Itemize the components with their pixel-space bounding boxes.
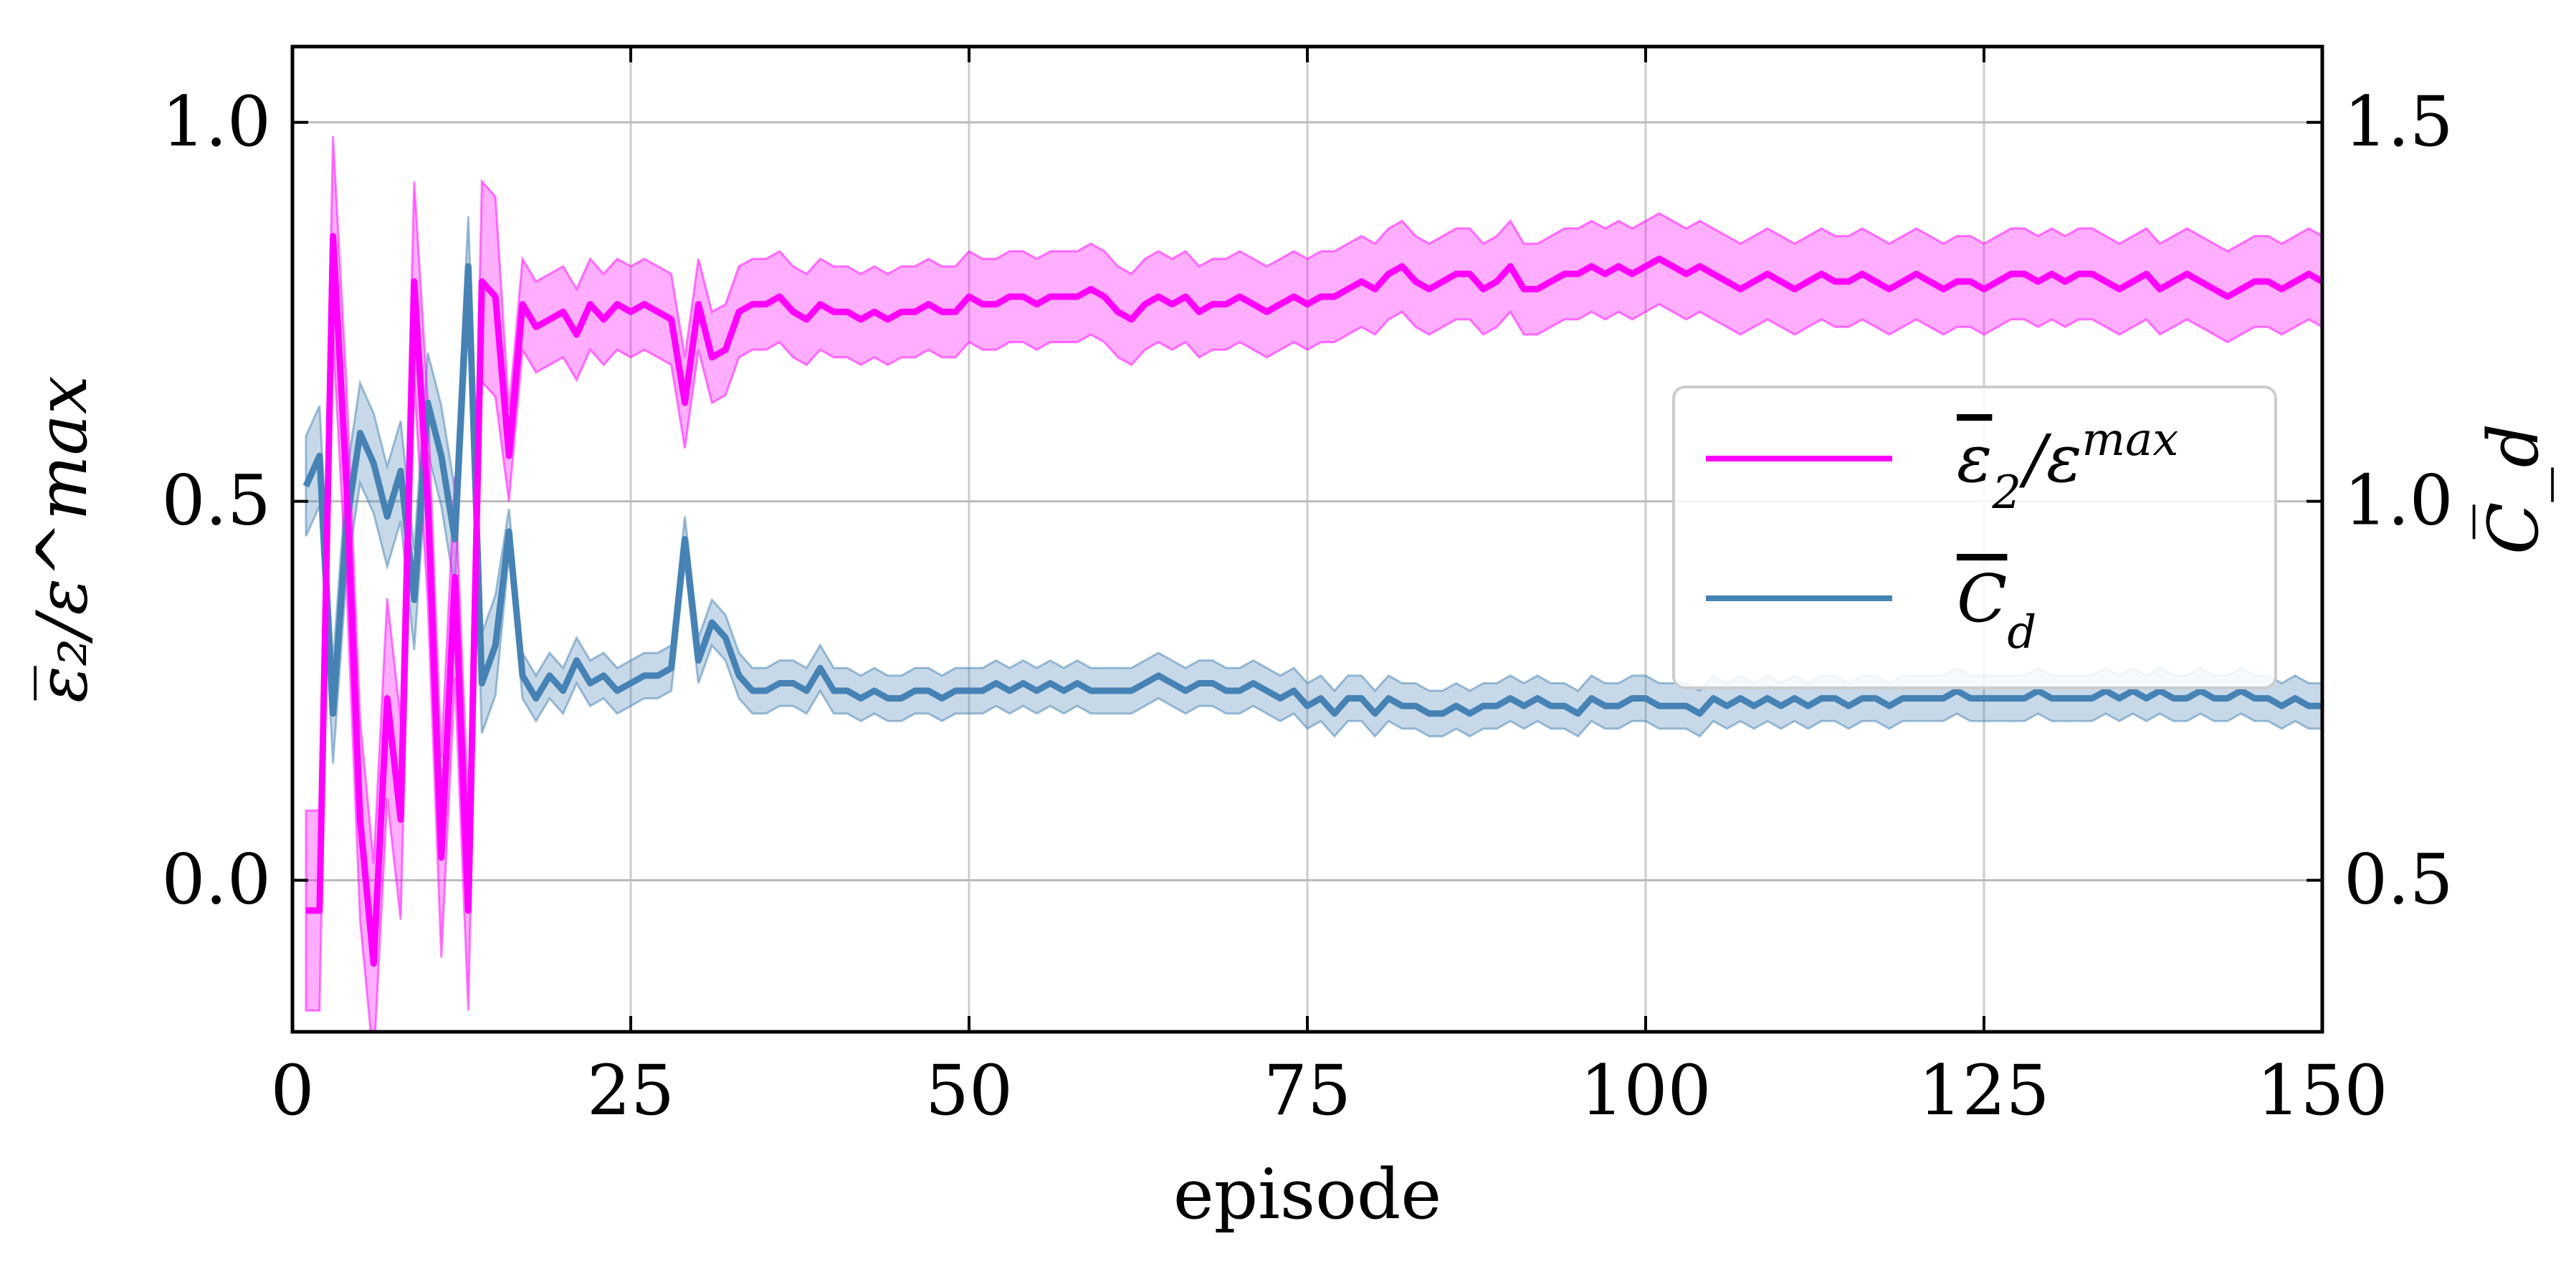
x-tick-label: 150 xyxy=(2256,1050,2387,1131)
y-axis-left-title: ε̅₂/ε^max xyxy=(22,375,102,703)
y-axis-right-title: C̅_d xyxy=(2473,423,2554,555)
series-band-1 xyxy=(305,216,2322,764)
y-left-tick-label: 1.0 xyxy=(161,82,271,162)
x-tick-label: 25 xyxy=(587,1050,674,1131)
series-line-1 xyxy=(302,263,2322,717)
series-line-0 xyxy=(305,232,2322,967)
series-lines xyxy=(302,232,2322,967)
y-axis-left-title-text: ε̅₂/ε^max xyxy=(22,375,102,703)
x-tick-label: 0 xyxy=(270,1050,314,1131)
legend-base: C xyxy=(1957,560,2007,637)
y-right-tick-label: 1.5 xyxy=(2344,82,2453,162)
legend-label-cd: Cd xyxy=(1957,560,2036,659)
x-tick-label: 50 xyxy=(925,1050,1013,1131)
y-axis-right-title-text: C̅_d xyxy=(2473,423,2554,555)
y-left-tick-label: 0.5 xyxy=(161,461,271,541)
legend-sub: 2 xyxy=(1991,466,2021,519)
series-band-0 xyxy=(305,135,2322,1032)
legend-base: ε xyxy=(1957,421,1992,497)
legend: ε2/εmax Cd xyxy=(1672,386,2277,689)
axis-ticks: 0 25 50 75 100 125 150 0.0 0.5 1.0 0.5 1.0 1.5 xyxy=(161,47,2453,1131)
confidence-bands xyxy=(305,135,2322,1032)
x-axis-title: episode xyxy=(1173,1154,1441,1235)
x-tick-label: 75 xyxy=(1264,1050,1351,1131)
x-tick-label: 100 xyxy=(1580,1050,1711,1131)
legend-label-eps: ε2/εmax xyxy=(1957,413,2178,519)
legend-mid: /ε xyxy=(2018,421,2081,497)
y-right-tick-label: 0.5 xyxy=(2344,839,2453,919)
y-left-tick-label: 0.0 xyxy=(161,839,271,919)
x-tick-label: 125 xyxy=(1918,1050,2049,1131)
y-right-tick-label: 1.0 xyxy=(2344,461,2453,541)
legend-sup: max xyxy=(2081,413,2178,466)
legend-box xyxy=(1672,386,2277,689)
legend-sub: d xyxy=(2007,606,2036,659)
